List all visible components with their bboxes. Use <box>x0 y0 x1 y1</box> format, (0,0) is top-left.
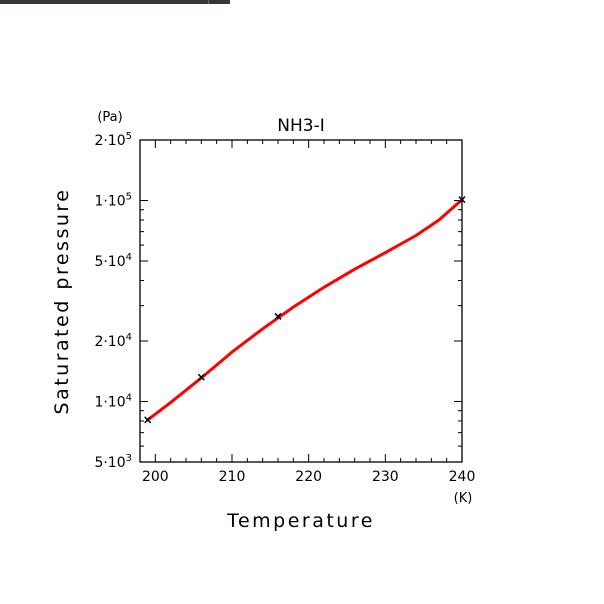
marker-stroke <box>144 416 152 424</box>
x-tick-label: 220 <box>295 469 322 485</box>
y-tick-label: 1·104 <box>94 392 132 410</box>
plot-frame <box>139 139 463 463</box>
y-axis-label: Saturated pressure <box>51 188 73 415</box>
y-tick-label: 5·104 <box>94 252 132 270</box>
y-tick-label: 5·103 <box>94 453 132 471</box>
data-point-marker <box>197 373 205 381</box>
x-tick-label: 210 <box>219 469 246 485</box>
y-tick-label: 2·104 <box>94 332 132 350</box>
window-top-bar <box>0 0 230 4</box>
y-tick-label: 1·105 <box>94 192 132 210</box>
y-axis-unit: (Pa) <box>97 110 122 125</box>
y-tick-label: 2·105 <box>94 131 132 149</box>
marker-stroke <box>274 312 282 320</box>
data-point-marker <box>144 416 152 424</box>
x-tick-label: 200 <box>142 469 169 485</box>
chart-title: NH3-I <box>277 116 324 136</box>
x-axis-unit: (K) <box>454 491 473 506</box>
x-tick-label: 230 <box>372 469 399 485</box>
x-tick-label: 240 <box>449 469 476 485</box>
axis-ticks <box>139 139 463 463</box>
data-point-marker <box>274 312 282 320</box>
window-top-bar-divider <box>208 0 209 4</box>
curve-layer <box>144 196 466 424</box>
x-axis-label: Temperature <box>226 510 375 532</box>
saturated-pressure-curve <box>146 198 464 422</box>
marker-stroke <box>197 373 205 381</box>
axis-labels: 200 210 220 230 240 2·105 1·105 5·104 2·104 1·104… <box>94 131 475 485</box>
